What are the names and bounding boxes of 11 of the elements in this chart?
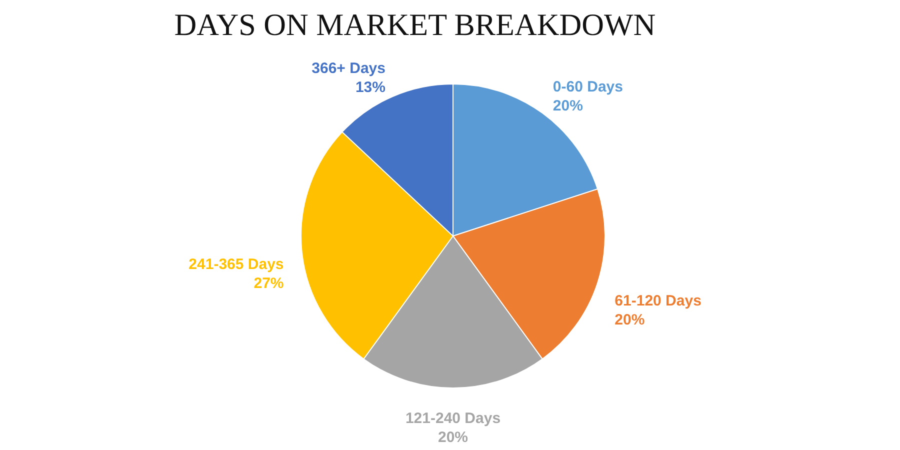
slice-label: 61-120 Days bbox=[614, 292, 702, 310]
slice-label: 121-240 Days bbox=[405, 410, 501, 427]
data-label: 13% bbox=[355, 78, 386, 96]
data-label: 20% bbox=[552, 97, 583, 114]
chart-title: DAYS ON MARKET BREAKDOWN bbox=[174, 7, 656, 42]
data-label: 27% bbox=[254, 275, 284, 292]
data-label: 20% bbox=[438, 429, 468, 446]
data-label: 20% bbox=[614, 312, 645, 329]
slice-label: 241-365 Days bbox=[188, 256, 284, 273]
slice-label: 0-60 Days bbox=[552, 78, 623, 96]
slice-label: 366+ Days bbox=[312, 60, 386, 77]
